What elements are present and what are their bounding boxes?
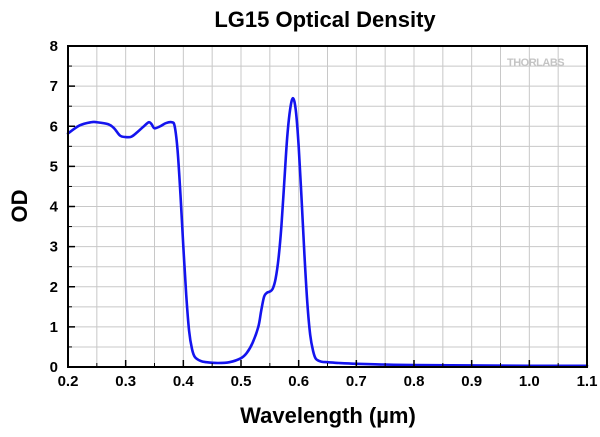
y-axis-label: OD — [7, 190, 32, 223]
y-tick-label: 4 — [50, 199, 59, 216]
x-tick-label: 0.6 — [288, 373, 309, 390]
x-tick-label: 0.5 — [231, 373, 252, 390]
y-tick-label: 7 — [50, 78, 58, 95]
x-tick-label: 1.1 — [577, 373, 598, 390]
x-tick-label: 0.4 — [173, 373, 195, 390]
x-tick-label: 0.3 — [115, 373, 136, 390]
x-tick-label: 0.9 — [461, 373, 482, 390]
y-tick-label: 8 — [50, 38, 58, 55]
y-tick-label: 2 — [50, 279, 58, 296]
y-tick-label: 0 — [50, 359, 58, 376]
y-tick-label: 5 — [50, 158, 58, 175]
y-tick-labels: 0 1 2 3 4 5 6 7 8 — [50, 38, 59, 376]
x-tick-label: 0.8 — [404, 373, 425, 390]
series-layer — [66, 96, 589, 368]
y-tick-label: 3 — [50, 239, 58, 256]
y-tick-label: 6 — [50, 118, 58, 135]
x-tick-label: 1.0 — [519, 373, 540, 390]
x-tick-label: 0.2 — [58, 373, 79, 390]
x-axis-label: Wavelength (µm) — [240, 403, 416, 428]
grid — [68, 46, 587, 367]
thorlabs-watermark: THORLABS — [507, 57, 564, 69]
x-tick-label: 0.7 — [346, 373, 367, 390]
x-tick-labels: 0.2 0.3 0.4 0.5 0.6 0.7 0.8 0.9 1.0 1.1 — [58, 373, 598, 390]
series-line-od — [66, 96, 589, 368]
chart-title: LG15 Optical Density — [214, 7, 436, 32]
axis-ticks — [67, 45, 588, 368]
y-tick-label: 1 — [50, 319, 58, 336]
